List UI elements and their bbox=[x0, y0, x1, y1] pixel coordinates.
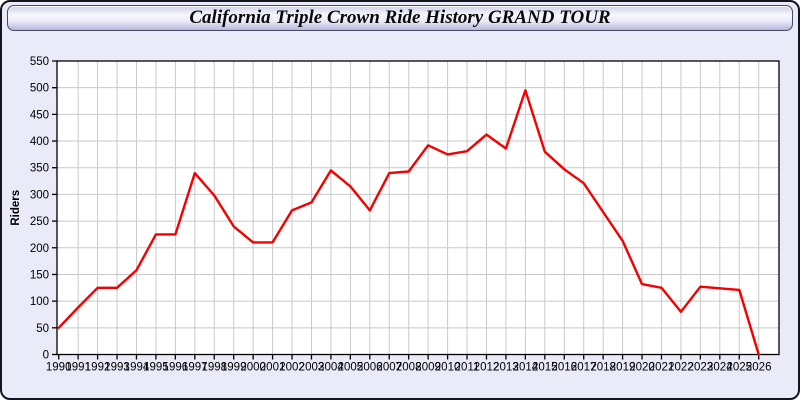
x-axis-tick-label: 2002 bbox=[279, 362, 305, 374]
x-axis-tick-label: 2014 bbox=[513, 362, 539, 374]
x-axis-tick-label: 2024 bbox=[707, 362, 733, 374]
x-axis-tick-label: 2001 bbox=[260, 362, 286, 374]
x-axis-tick-label: 1997 bbox=[182, 362, 208, 374]
x-axis-tick-label: 2008 bbox=[396, 362, 422, 374]
y-axis-tick-label: 200 bbox=[30, 243, 49, 255]
y-axis-tick-label: 100 bbox=[30, 296, 49, 308]
y-axis-tick-label: 50 bbox=[36, 323, 49, 335]
x-axis-tick-label: 2017 bbox=[571, 362, 597, 374]
x-axis-tick-label: 2016 bbox=[551, 362, 577, 374]
y-axis-tick-label: 150 bbox=[30, 269, 49, 281]
y-axis-tick-label: 500 bbox=[30, 83, 49, 95]
x-axis-tick-label: 2015 bbox=[532, 362, 558, 374]
x-axis-tick-label: 1995 bbox=[143, 362, 169, 374]
x-axis-tick-label: 2011 bbox=[455, 362, 480, 374]
x-axis-tick-label: 2026 bbox=[746, 362, 772, 374]
y-axis-tick-label: 300 bbox=[30, 189, 49, 201]
x-axis-tick-label: 2010 bbox=[435, 362, 461, 374]
axis-box bbox=[56, 60, 780, 356]
x-axis-tick-label: 2021 bbox=[649, 362, 675, 374]
x-axis-tick-label: 2009 bbox=[415, 362, 441, 374]
x-axis-tick-label: 2025 bbox=[726, 362, 752, 374]
x-axis-tick-label: 1990 bbox=[46, 362, 72, 374]
x-axis-tick-label: 1992 bbox=[85, 362, 111, 374]
x-axis-tick-label: 1996 bbox=[163, 362, 189, 374]
x-axis-tick-label: 1991 bbox=[65, 362, 91, 374]
x-axis-tick-label: 1994 bbox=[124, 362, 150, 374]
x-axis-tick-label: 2020 bbox=[629, 362, 655, 374]
y-axis-tick-label: 400 bbox=[30, 136, 49, 148]
y-axis-tick-label: 550 bbox=[30, 56, 49, 68]
x-axis-tick-label: 2000 bbox=[240, 362, 266, 374]
x-axis-tick-label: 2013 bbox=[493, 362, 519, 374]
x-axis-tick-label: 2005 bbox=[338, 362, 364, 374]
plot-area bbox=[57, 61, 779, 355]
x-axis-tick-label: 1999 bbox=[221, 362, 247, 374]
y-axis-title: Riders bbox=[10, 190, 22, 226]
x-axis-tick-label: 1998 bbox=[201, 362, 227, 374]
riders-series-line bbox=[57, 89, 760, 356]
x-axis-tick-label: 2012 bbox=[474, 362, 500, 374]
y-axis-tick-label: 450 bbox=[30, 109, 49, 121]
title-bar: California Triple Crown Ride History GRA… bbox=[7, 5, 793, 31]
y-axis-tick-label: 0 bbox=[43, 350, 49, 362]
x-axis-tick-label: 2004 bbox=[318, 362, 344, 374]
y-axis-tick-label: 350 bbox=[30, 163, 49, 175]
y-axis-tick-label: 250 bbox=[30, 216, 49, 228]
x-axis-tick-label: 2003 bbox=[299, 362, 325, 374]
x-axis-tick-label: 2007 bbox=[376, 362, 402, 374]
page-title: California Triple Crown Ride History GRA… bbox=[189, 7, 611, 28]
x-axis-tick-label: 1993 bbox=[104, 362, 130, 374]
x-axis-tick-label: 2006 bbox=[357, 362, 383, 374]
x-axis-tick-label: 2022 bbox=[668, 362, 694, 374]
x-axis-tick-label: 2018 bbox=[590, 362, 616, 374]
x-axis-tick-label: 2023 bbox=[688, 362, 714, 374]
x-axis-tick-label: 2019 bbox=[610, 362, 636, 374]
